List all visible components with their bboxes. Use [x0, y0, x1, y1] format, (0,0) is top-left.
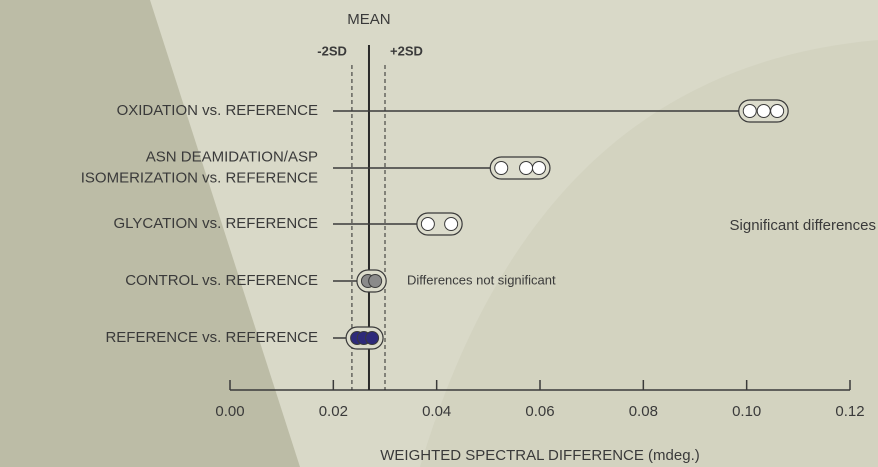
category-label: ASN DEAMIDATION/ASP: [146, 148, 318, 165]
category-label: OXIDATION vs. REFERENCE: [117, 102, 318, 119]
category-label: GLYCATION vs. REFERENCE: [114, 215, 318, 232]
point: [365, 331, 380, 345]
x-tick-label: 0.02: [319, 403, 348, 420]
background-wave: [420, 40, 878, 467]
category-label: CONTROL vs. REFERENCE: [125, 272, 318, 289]
x-tick-label: 0.06: [525, 403, 554, 420]
x-tick-label: 0.00: [215, 403, 244, 420]
x-tick-label: 0.10: [732, 403, 761, 420]
category-label: ISOMERIZATION vs. REFERENCE: [81, 169, 318, 186]
point: [420, 217, 435, 231]
annotation: Significant differences: [730, 217, 876, 234]
background-shape: [0, 0, 300, 467]
point: [519, 161, 534, 175]
reference-label: +2SD: [390, 43, 423, 58]
x-tick-label: 0.12: [835, 403, 864, 420]
point: [756, 104, 771, 118]
x-axis-title: WEIGHTED SPECTRAL DIFFERENCE (mdeg.): [380, 447, 699, 464]
point: [494, 161, 509, 175]
annotation: Differences not significant: [407, 272, 556, 287]
point: [742, 104, 757, 118]
reference-label: -2SD: [317, 43, 347, 58]
x-tick-label: 0.04: [422, 403, 451, 420]
reference-label: MEAN: [347, 11, 390, 28]
point: [531, 161, 546, 175]
x-tick-label: 0.08: [629, 403, 658, 420]
point: [368, 274, 383, 288]
point: [770, 104, 785, 118]
point: [444, 217, 459, 231]
category-label: REFERENCE vs. REFERENCE: [105, 329, 318, 346]
